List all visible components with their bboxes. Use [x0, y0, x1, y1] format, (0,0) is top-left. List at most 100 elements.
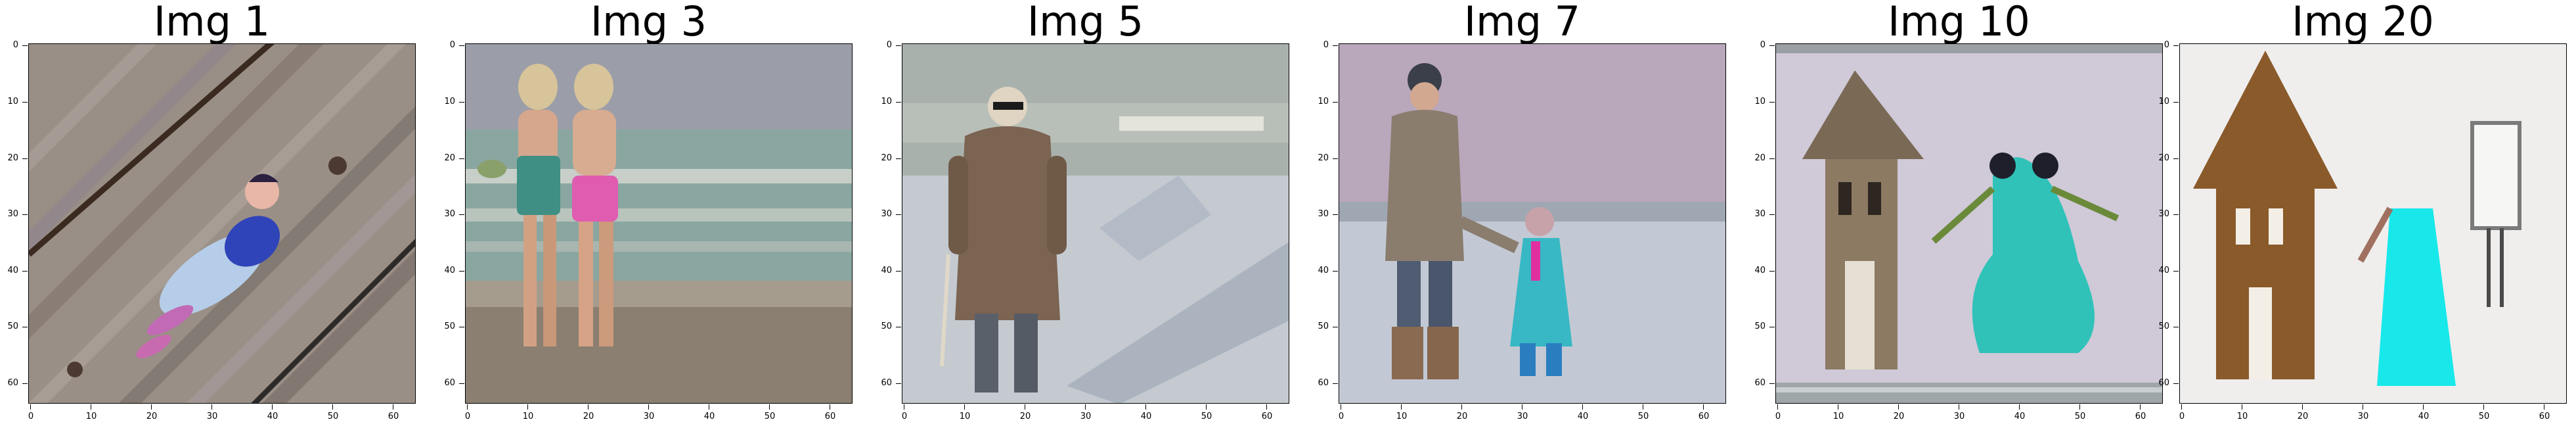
y-tick: 40 — [2151, 266, 2179, 275]
x-tick: 50 — [760, 404, 780, 421]
image-man-on-snow — [902, 44, 1289, 403]
x-tick: 60 — [1257, 404, 1277, 421]
y-tick: 0 — [1310, 40, 1338, 50]
x-tick: 10 — [2232, 404, 2252, 421]
y-tick: 40 — [1747, 266, 1775, 275]
x-tick: 20 — [1015, 404, 1035, 421]
y-tick: 30 — [437, 209, 464, 219]
panel-title: Img 20 — [2292, 0, 2434, 45]
x-tick: 20 — [1889, 404, 1909, 421]
y-tick: 0 — [1747, 40, 1775, 50]
panel-img-7: Img 7 0 10 20 30 40 50 60 0 10 20 30 40 … — [1310, 0, 1734, 428]
y-tick: 10 — [874, 97, 901, 107]
panel-title: Img 7 — [1463, 0, 1581, 45]
x-tick: 50 — [2474, 404, 2494, 421]
x-tick: 10 — [1829, 404, 1848, 421]
image-man-and-child — [1339, 44, 1725, 403]
y-tick: 20 — [0, 153, 28, 163]
y-tick: 20 — [437, 153, 464, 163]
image-frame — [28, 43, 416, 404]
x-tick: 0 — [458, 404, 477, 421]
x-tick: 50 — [1197, 404, 1216, 421]
y-tick: 50 — [437, 321, 464, 331]
y-tick: 50 — [0, 321, 28, 331]
x-tick: 40 — [2010, 404, 2030, 421]
x-tick: 20 — [2293, 404, 2313, 421]
image-frame — [902, 43, 1289, 404]
x-tick: 40 — [1573, 404, 1593, 421]
panel-title: Img 1 — [153, 0, 271, 45]
x-tick: 10 — [955, 404, 975, 421]
y-tick: 60 — [2151, 378, 2179, 388]
image-toddler-on-floor — [29, 44, 415, 403]
x-tick: 0 — [21, 404, 41, 421]
y-tick: 20 — [1747, 153, 1775, 163]
panel-title: Img 10 — [1888, 0, 2030, 45]
x-tick: 50 — [323, 404, 343, 421]
y-tick: 20 — [2151, 153, 2179, 163]
x-tick: 30 — [2353, 404, 2373, 421]
x-tick: 60 — [820, 404, 840, 421]
x-tick: 20 — [142, 404, 162, 421]
x-tick: 50 — [2070, 404, 2090, 421]
panel-img-3: Img 3 0 10 20 30 40 50 60 0 10 20 30 — [437, 0, 860, 428]
panel-img-1: Img 1 0 10 20 30 40 — [0, 0, 424, 428]
y-tick: 10 — [2151, 97, 2179, 107]
x-tick: 60 — [384, 404, 403, 421]
y-tick: 60 — [0, 378, 28, 388]
y-tick: 30 — [1310, 209, 1338, 219]
panel-img-5: Img 5 0 10 20 30 40 50 60 0 10 20 30 40 … — [874, 0, 1297, 428]
x-tick: 30 — [639, 404, 659, 421]
x-tick: 40 — [700, 404, 719, 421]
y-tick: 10 — [437, 97, 464, 107]
y-tick: 50 — [874, 321, 901, 331]
x-tick: 10 — [518, 404, 538, 421]
y-tick: 40 — [437, 266, 464, 275]
x-tick: 0 — [1768, 404, 1788, 421]
x-tick: 20 — [579, 404, 598, 421]
x-tick: 0 — [1331, 404, 1351, 421]
y-tick: 10 — [0, 97, 28, 107]
y-tick: 60 — [874, 378, 901, 388]
y-tick: 40 — [1310, 266, 1338, 275]
x-tick: 0 — [895, 404, 914, 421]
y-tick: 60 — [437, 378, 464, 388]
y-tick: 0 — [874, 40, 901, 50]
image-frame — [465, 43, 853, 404]
y-tick: 60 — [1747, 378, 1775, 388]
x-tick: 40 — [2414, 404, 2433, 421]
y-tick: 30 — [1747, 209, 1775, 219]
y-tick: 0 — [437, 40, 464, 50]
y-tick: 20 — [874, 153, 901, 163]
y-tick: 60 — [1310, 378, 1338, 388]
x-tick: 10 — [1392, 404, 1411, 421]
y-tick: 30 — [2151, 209, 2179, 219]
panel-img-20: Img 20 0 10 20 30 40 50 60 0 10 20 30 40… — [2151, 0, 2575, 428]
y-tick: 30 — [0, 209, 28, 219]
y-tick: 50 — [1747, 321, 1775, 331]
x-tick: 40 — [263, 404, 282, 421]
x-tick: 0 — [2172, 404, 2192, 421]
y-tick: 50 — [2151, 321, 2179, 331]
image-frame — [1775, 43, 2163, 404]
x-tick: 30 — [1513, 404, 1532, 421]
x-tick: 40 — [1136, 404, 1156, 421]
image-house-tower-and-creature — [1776, 44, 2162, 403]
image-house-and-cyan-figure — [2180, 44, 2566, 403]
y-tick: 10 — [1747, 97, 1775, 107]
y-tick: 10 — [1310, 97, 1338, 107]
y-tick: 20 — [1310, 153, 1338, 163]
x-tick: 60 — [2535, 404, 2554, 421]
y-tick: 30 — [874, 209, 901, 219]
x-tick: 20 — [1452, 404, 1472, 421]
x-tick: 60 — [1694, 404, 1714, 421]
image-women-on-beach — [466, 44, 852, 403]
y-tick: 50 — [1310, 321, 1338, 331]
x-tick: 10 — [81, 404, 101, 421]
panel-img-10: Img 10 0 10 20 30 40 50 60 0 10 20 30 40… — [1747, 0, 2171, 428]
y-tick: 40 — [874, 266, 901, 275]
y-tick: 0 — [0, 40, 28, 50]
panel-title: Img 5 — [1027, 0, 1144, 45]
y-tick: 40 — [0, 266, 28, 275]
image-frame — [1339, 43, 1726, 404]
